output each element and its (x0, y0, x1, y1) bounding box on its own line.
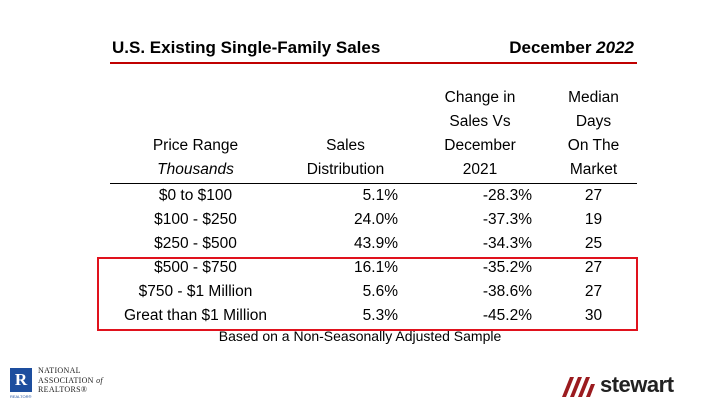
price-range-cell: $250 - $500 (154, 235, 237, 252)
days-cell: 27 (584, 283, 603, 300)
nar-line-3: REALTORS® (38, 385, 88, 394)
table-row: $0 to $100 5.1% -28.3% 27 (110, 184, 637, 209)
stewart-stripes-icon (562, 377, 595, 397)
table-row: $100 - $250 24.0% -37.3% 19 (110, 208, 637, 232)
title-date: December 2022 (509, 38, 634, 58)
range-header-line-1: Price Range (152, 137, 239, 154)
days-cell: 25 (584, 235, 603, 252)
days-header-line-2: Days (575, 113, 612, 130)
days-header-line-1: Median (568, 89, 619, 106)
stewart-logo: stewart (560, 372, 710, 402)
change-header-line-3: December (444, 137, 516, 154)
price-range-cell: $750 - $1 Million (138, 283, 253, 300)
days-cell: 27 (584, 187, 603, 204)
change-cell: -45.2% (482, 307, 532, 324)
nar-line-1: NATIONAL (38, 366, 81, 375)
days-cell: 27 (584, 259, 603, 276)
header-row-2: Sales Vs Days (110, 110, 637, 134)
title-month: December (509, 38, 592, 57)
table-row: $500 - $750 16.1% -35.2% 27 (110, 256, 637, 280)
page-title: U.S. Existing Single-Family Sales (112, 38, 381, 57)
nar-logo: R REALTOR® NATIONAL ASSOCIATION of REALT… (10, 366, 130, 399)
days-cell: 19 (584, 211, 603, 228)
sales-table: Change in Median Sales Vs Days Price Ran… (110, 86, 637, 328)
days-cell: 30 (584, 307, 603, 324)
change-cell: -35.2% (482, 259, 532, 276)
distribution-cell: 16.1% (354, 259, 398, 276)
change-header-line-1: Change in (444, 89, 516, 106)
days-header-line-4: Market (550, 158, 637, 184)
change-cell: -28.3% (482, 187, 532, 204)
realtor-r-icon: R (10, 368, 32, 392)
realtor-mark-caption: REALTOR® (10, 394, 32, 399)
distribution-cell: 43.9% (354, 235, 398, 252)
distribution-cell: 5.3% (362, 307, 398, 324)
price-range-cell: Great than $1 Million (123, 307, 268, 324)
change-cell: -37.3% (482, 211, 532, 228)
price-range-cell: $500 - $750 (154, 259, 237, 276)
distribution-cell: 5.6% (362, 283, 398, 300)
title-bar: U.S. Existing Single-Family Sales Decemb… (110, 36, 637, 64)
nar-line-2: ASSOCIATION of (38, 375, 103, 385)
distribution-header-line-1: Sales (326, 137, 365, 154)
change-header-line-2: Sales Vs (449, 113, 511, 130)
days-header-line-3: On The (567, 137, 620, 154)
range-header-line-2: Thousands (110, 158, 281, 184)
price-range-cell: $0 to $100 (158, 187, 233, 204)
distribution-header-line-2: Distribution (281, 158, 410, 184)
change-cell: -38.6% (482, 283, 532, 300)
header-row-4: Thousands Distribution 2021 Market (110, 158, 637, 184)
header-row-3: Price Range Sales December On The (110, 134, 637, 158)
footnote: Based on a Non-Seasonally Adjusted Sampl… (218, 328, 502, 344)
table-row: $750 - $1 Million 5.6% -38.6% 27 (110, 280, 637, 304)
header-row-1: Change in Median (110, 86, 637, 110)
table-row: Great than $1 Million 5.3% -45.2% 30 (110, 304, 637, 328)
highlight-box (97, 257, 638, 331)
distribution-cell: 5.1% (362, 187, 398, 204)
change-header-line-4: 2021 (410, 158, 550, 184)
distribution-cell: 24.0% (354, 211, 398, 228)
stewart-wordmark: stewart (600, 372, 674, 397)
title-year: 2022 (596, 38, 634, 57)
change-cell: -34.3% (482, 235, 532, 252)
price-range-cell: $100 - $250 (154, 211, 237, 228)
table-row: $250 - $500 43.9% -34.3% 25 (110, 232, 637, 256)
